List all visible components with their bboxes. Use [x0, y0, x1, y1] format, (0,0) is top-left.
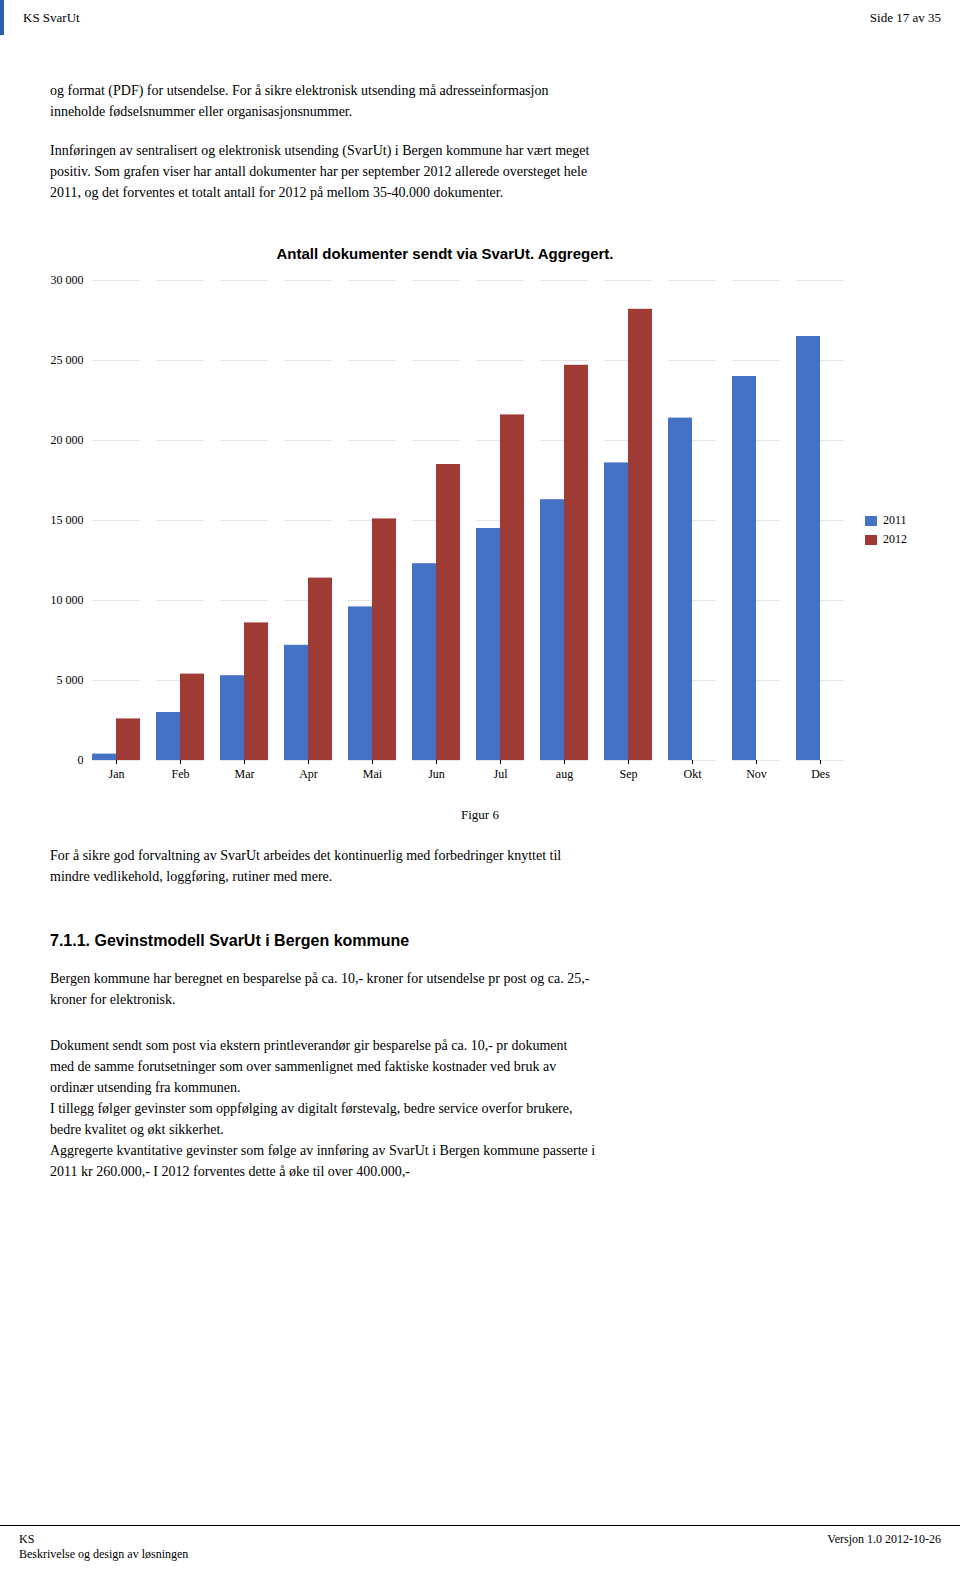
- svg-text:0: 0: [78, 753, 84, 767]
- svg-text:20 000: 20 000: [51, 433, 84, 447]
- svg-text:5 000: 5 000: [57, 673, 84, 687]
- svg-text:Jun: Jun: [428, 767, 445, 781]
- html-text:Figur 6: Figur 6: [461, 807, 499, 822]
- svg-text:Okt: Okt: [684, 767, 703, 781]
- html-text:Antall dokumenter sendt via Sv: Antall dokumenter sendt via SvarUt. Aggr…: [276, 245, 614, 262]
- svg-text:Feb: Feb: [172, 767, 190, 781]
- html-text:Side 17 av 35: Side 17 av 35: [869, 9, 941, 25]
- svg-text:Mai: Mai: [363, 767, 383, 781]
- svg-text:Mar: Mar: [235, 767, 255, 781]
- svg-text:Sep: Sep: [620, 767, 638, 781]
- svg-text:aug: aug: [556, 767, 573, 781]
- svg-text:Des: Des: [811, 767, 830, 781]
- svg-text:15 000: 15 000: [51, 513, 84, 527]
- html-text:2012: 2012: [883, 532, 907, 546]
- svg-text:25 000: 25 000: [51, 353, 84, 367]
- svg-text:30 000: 30 000: [51, 273, 84, 287]
- svg-text:Jan: Jan: [109, 767, 125, 781]
- html-text:KS Beskrivelse og design av lø: KS Beskrivelse og design av løsningen: [19, 1532, 189, 1561]
- html-text:Dokument sendt som post via ek: Dokument sendt som post via ekstern prin…: [50, 1038, 596, 1179]
- html-text:Innføringen av sentralisert og: Innføringen av sentralisert og elektroni…: [50, 143, 590, 200]
- html-text:For å sikre god forvaltning av: For å sikre god forvaltning av SvarUt ar…: [50, 848, 562, 884]
- html-text:Versjon 1.0 2012-10-26: Versjon 1.0 2012-10-26: [827, 1532, 941, 1546]
- html-text:7.1.1. Gevinstmodell SvarUt i: 7.1.1. Gevinstmodell SvarUt i Bergen kom…: [50, 932, 410, 949]
- svg-text:Jul: Jul: [493, 767, 508, 781]
- html-text:2011: 2011: [883, 513, 907, 527]
- html-text:KS SvarUt: KS SvarUt: [23, 9, 80, 25]
- svg-text:Apr: Apr: [299, 767, 318, 781]
- svg-text:Nov: Nov: [746, 767, 767, 781]
- html-text:Bergen kommune har beregnet en: Bergen kommune har beregnet en besparels…: [50, 971, 590, 1007]
- svg-text:10 000: 10 000: [51, 593, 84, 607]
- html-text:og format (PDF) for utsendelse: og format (PDF) for utsendelse. For å si…: [50, 83, 549, 119]
